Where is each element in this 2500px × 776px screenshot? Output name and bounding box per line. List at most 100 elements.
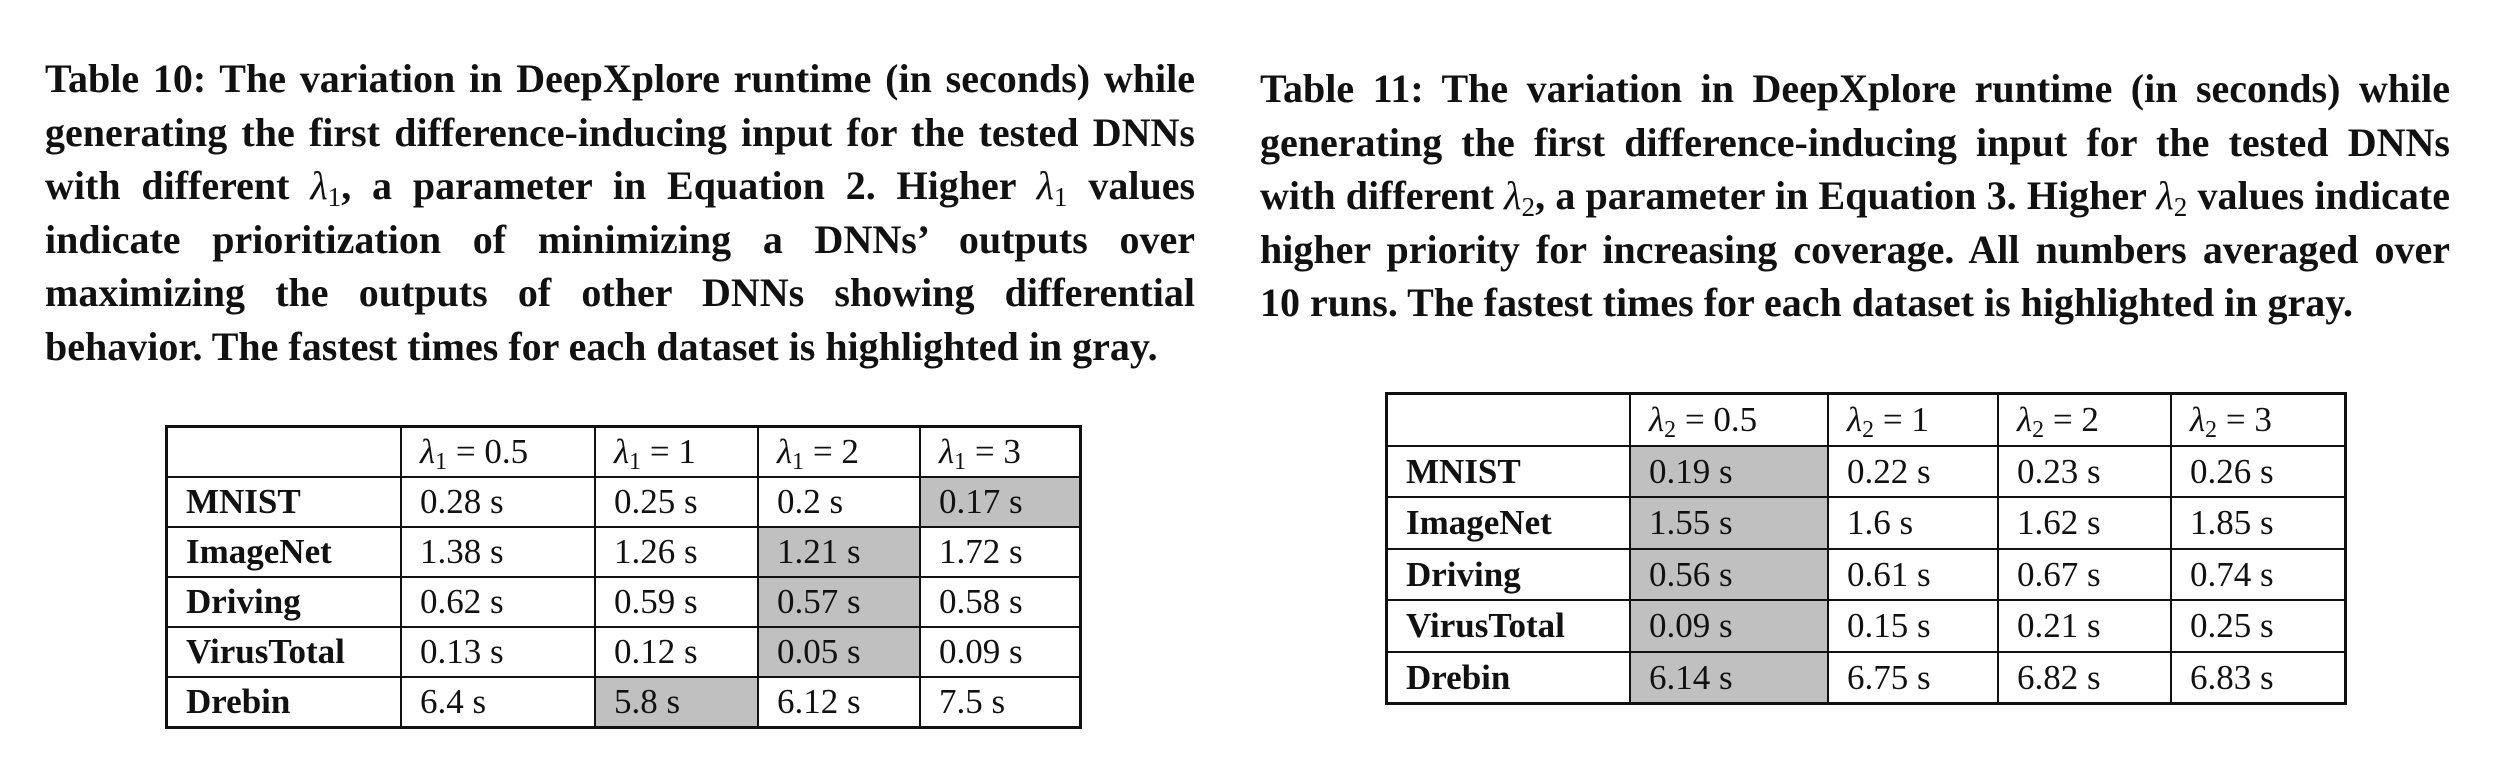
table-cell: 6.14 s — [1629, 650, 1829, 705]
lambda-glyph: λ — [2017, 400, 2033, 439]
table-cell: 0.09 s — [919, 626, 1082, 678]
lambda-subscript: 1 — [629, 448, 642, 475]
header-cell: λ2 = 0.5 — [1629, 392, 1829, 447]
row-label: MNIST — [1385, 444, 1631, 498]
lambda-symbol: λ1 — [1036, 163, 1068, 210]
caption-text-prefix: Table 11: The variation in DeepXplore ru… — [1260, 66, 2450, 218]
table-cell: 0.09 s — [1629, 599, 1829, 653]
table-cell: 6.75 s — [1827, 650, 1999, 705]
table-cell: 5.8 s — [594, 676, 759, 729]
table-row: Driving 0.56 s 0.61 s 0.67 s 0.74 s — [1385, 547, 2347, 601]
table-cell: 0.21 s — [1997, 599, 2172, 653]
row-label: MNIST — [165, 476, 402, 528]
lambda-glyph: λ — [777, 432, 793, 471]
table-cell: 0.25 s — [594, 476, 759, 528]
table-cell: 1.55 s — [1629, 496, 1829, 550]
table-cell: 6.83 s — [2170, 650, 2347, 705]
table-11-caption: Table 11: The variation in DeepXplore ru… — [1260, 62, 2450, 330]
table-10-block: Table 10: The variation in DeepXplore ru… — [45, 52, 1195, 729]
table-row: Drebin 6.14 s 6.75 s 6.82 s 6.83 s — [1385, 650, 2347, 705]
table-cell: 0.25 s — [2170, 599, 2347, 653]
table-header-row: λ1 = 0.5 λ1 = 1 λ1 = 2 λ1 = 3 — [165, 425, 1082, 478]
caption-text-prefix: Table 10: The variation in DeepXplore ru… — [45, 56, 1195, 208]
table-cell: 6.82 s — [1997, 650, 2172, 705]
lambda-subscript: 2 — [2205, 416, 2218, 443]
table-cell: 0.05 s — [757, 626, 921, 678]
table-row: ImageNet 1.55 s 1.6 s 1.62 s 1.85 s — [1385, 496, 2347, 550]
row-label: ImageNet — [165, 526, 402, 578]
caption-text-middle: , a parameter in Equation 3. Higher — [1535, 173, 2157, 218]
lambda-glyph: λ — [2190, 400, 2206, 439]
table-row: Drebin 6.4 s 5.8 s 6.12 s 7.5 s — [165, 676, 1082, 729]
table-cell: 1.21 s — [757, 526, 921, 578]
lambda-symbol: λ2 — [1504, 173, 1535, 220]
row-label: Driving — [165, 576, 402, 628]
table-cell: 1.26 s — [594, 526, 759, 578]
header-value: = 1 — [641, 432, 696, 471]
table-header-row: λ2 = 0.5 λ2 = 1 λ2 = 2 λ2 = 3 — [1385, 392, 2347, 447]
table-cell: 0.12 s — [594, 626, 759, 678]
table-row: VirusTotal 0.09 s 0.15 s 0.21 s 0.25 s — [1385, 599, 2347, 653]
lambda-subscript: 2 — [2173, 191, 2188, 222]
table-cell: 0.15 s — [1827, 599, 1999, 653]
table-row: Driving 0.62 s 0.59 s 0.57 s 0.58 s — [165, 576, 1082, 628]
lambda-symbol: λ2 — [2156, 173, 2187, 220]
table-cell: 1.38 s — [400, 526, 596, 578]
table-cell: 0.22 s — [1827, 444, 1999, 498]
row-label: VirusTotal — [1385, 599, 1631, 653]
lambda-subscript: 1 — [792, 448, 805, 475]
table-cell: 1.72 s — [919, 526, 1082, 578]
lambda-subscript: 2 — [2032, 416, 2045, 443]
header-value: = 2 — [2044, 400, 2099, 439]
lambda-subscript: 1 — [1053, 181, 1068, 212]
header-cell: λ1 = 0.5 — [400, 425, 596, 478]
table-row: VirusTotal 0.13 s 0.12 s 0.05 s 0.09 s — [165, 626, 1082, 678]
row-label: Drebin — [165, 676, 402, 729]
lambda-glyph: λ — [1649, 400, 1665, 439]
table-11-body: MNIST 0.19 s 0.22 s 0.23 s 0.26 s ImageN… — [1385, 444, 2347, 705]
table-cell: 0.19 s — [1629, 444, 1829, 498]
table-cell: 6.12 s — [757, 676, 921, 729]
header-value: = 0.5 — [1676, 400, 1758, 439]
row-label: ImageNet — [1385, 496, 1631, 550]
caption-text-suffix: values indicate prioritization of minimi… — [45, 163, 1196, 369]
header-corner-cell — [165, 425, 402, 478]
lambda-glyph: λ — [614, 432, 630, 471]
lambda-glyph: λ — [310, 163, 328, 208]
table-cell: 0.67 s — [1997, 547, 2172, 601]
table-cell: 6.4 s — [400, 676, 596, 729]
table-cell: 0.57 s — [757, 576, 921, 628]
lambda-glyph: λ — [2156, 173, 2174, 218]
lambda-glyph: λ — [939, 432, 955, 471]
table-cell: 0.23 s — [1997, 444, 2172, 498]
header-value: = 2 — [804, 432, 859, 471]
header-cell: λ2 = 1 — [1827, 392, 1999, 447]
table-cell: 0.2 s — [757, 476, 921, 528]
header-cell: λ1 = 3 — [919, 425, 1082, 478]
table-row: MNIST 0.19 s 0.22 s 0.23 s 0.26 s — [1385, 444, 2347, 498]
lambda-glyph: λ — [1847, 400, 1863, 439]
header-value: = 3 — [2217, 400, 2272, 439]
row-label: Driving — [1385, 547, 1631, 601]
header-cell: λ2 = 3 — [2170, 392, 2347, 447]
header-cell: λ1 = 2 — [757, 425, 921, 478]
table-10-caption: Table 10: The variation in DeepXplore ru… — [45, 52, 1195, 373]
table-cell: 0.13 s — [400, 626, 596, 678]
lambda-glyph: λ — [1504, 173, 1522, 218]
table-10: λ1 = 0.5 λ1 = 1 λ1 = 2 λ1 = 3 MNIST 0.28… — [165, 425, 1082, 729]
table-cell: 0.28 s — [400, 476, 596, 528]
lambda-subscript: 2 — [1862, 416, 1875, 443]
lambda-subscript: 2 — [1521, 191, 1536, 222]
header-cell: λ1 = 1 — [594, 425, 759, 478]
table-cell: 0.74 s — [2170, 547, 2347, 601]
caption-text-middle: , a parameter in Equation 2. Higher — [341, 163, 1037, 208]
lambda-glyph: λ — [1036, 163, 1054, 208]
table-11: λ2 = 0.5 λ2 = 1 λ2 = 2 λ2 = 3 MNIST 0.19… — [1385, 392, 2347, 705]
header-corner-cell — [1385, 392, 1631, 447]
table-cell: 0.56 s — [1629, 547, 1829, 601]
table-cell: 7.5 s — [919, 676, 1082, 729]
lambda-subscript: 1 — [435, 448, 448, 475]
table-11-block: Table 11: The variation in DeepXplore ru… — [1260, 62, 2450, 705]
table-cell: 0.59 s — [594, 576, 759, 628]
table-cell: 0.62 s — [400, 576, 596, 628]
